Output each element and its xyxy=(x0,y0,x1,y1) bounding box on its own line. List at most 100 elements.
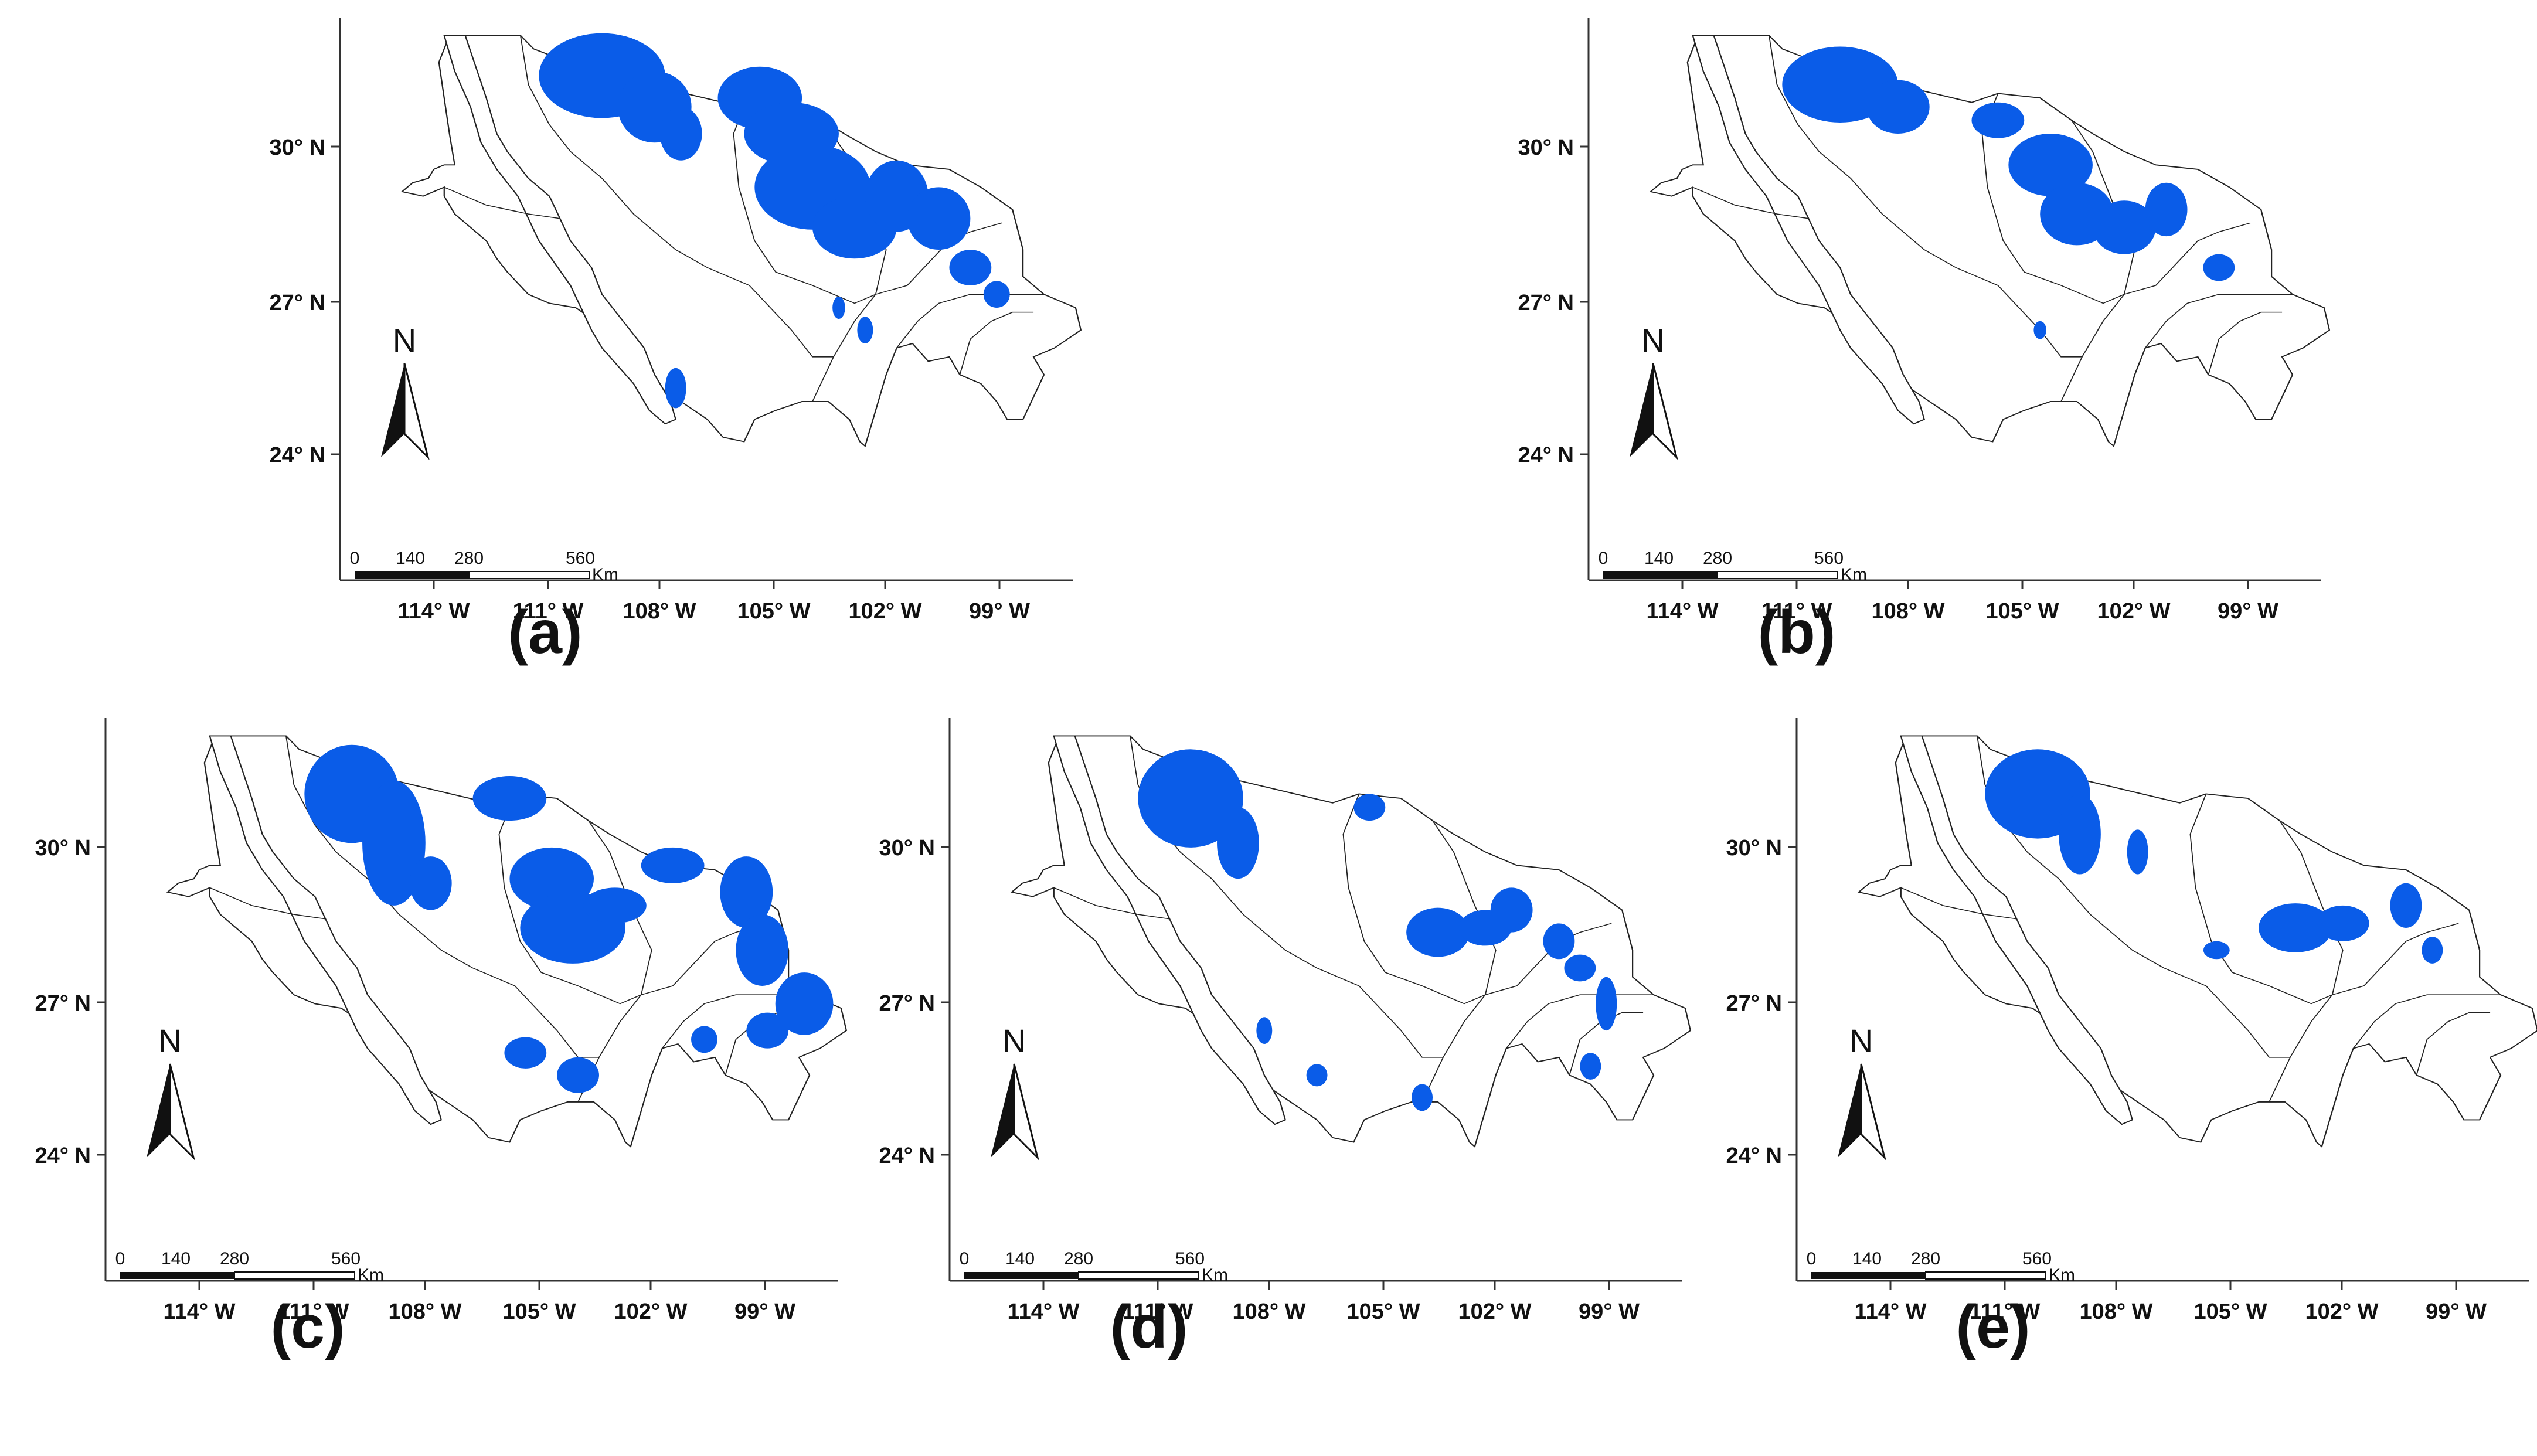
suitable-area xyxy=(2203,254,2235,281)
peninsula-boundary xyxy=(1692,35,1926,425)
internal-boundary xyxy=(1505,994,1654,1049)
internal-boundary xyxy=(498,794,642,1005)
scale-unit: Km xyxy=(358,1266,384,1285)
panel-caption: (c) xyxy=(270,1293,345,1361)
scale-tick-label: 560 xyxy=(2022,1249,2052,1268)
scale-tick-label: 560 xyxy=(1814,549,1844,568)
lon-label: 105° W xyxy=(2193,1299,2267,1324)
scale-unit: Km xyxy=(592,565,618,584)
suitable-area xyxy=(775,972,834,1035)
internal-boundary xyxy=(1769,35,2041,331)
suitable-area xyxy=(1596,977,1617,1031)
lon-label: 111° W xyxy=(278,1299,349,1324)
suitable-area xyxy=(1412,1084,1433,1111)
scale-tick-label: 280 xyxy=(1703,549,1732,568)
suitable-area xyxy=(1580,1053,1601,1080)
suitable-area xyxy=(2145,182,2188,237)
suitable-area xyxy=(1353,794,1386,821)
suitable-area xyxy=(1406,907,1470,957)
suitable-area xyxy=(362,780,426,906)
lat-label: 24° N xyxy=(1518,443,1574,468)
internal-boundary xyxy=(2124,222,2251,295)
scale-tick-label: 560 xyxy=(566,549,595,568)
axes: 30° N 27° N 24° N 114° W 111° W 108° W 105° W 1… xyxy=(1518,18,2321,624)
lon-label: 99° W xyxy=(969,599,1030,624)
lat-label: 27° N xyxy=(35,991,91,1016)
internal-boundary xyxy=(959,311,1034,375)
lon-label: 108° W xyxy=(1871,599,1944,624)
lon-label: 102° W xyxy=(2305,1299,2378,1324)
suitable-area xyxy=(504,1037,547,1069)
suitable-area xyxy=(472,776,547,821)
lat-label: 30° N xyxy=(270,135,325,160)
lon-label: 114° W xyxy=(1008,1299,1080,1324)
state-boundary xyxy=(1649,35,2331,447)
panel-caption: (b) xyxy=(1757,598,1836,666)
lat-label: 30° N xyxy=(35,836,91,860)
suitable-area xyxy=(409,856,452,910)
north-arrow-icon: N xyxy=(991,1022,1039,1161)
internal-boundary xyxy=(520,35,792,331)
north-arrow-icon: N xyxy=(381,322,430,460)
suitable-area xyxy=(1564,954,1596,982)
scale-unit: Km xyxy=(1841,565,1867,584)
lon-label: 99° W xyxy=(2426,1299,2487,1324)
scale-tick-label: 560 xyxy=(1175,1249,1205,1268)
suitable-area xyxy=(2127,829,2148,875)
peninsula-boundary xyxy=(209,735,443,1125)
internal-boundary xyxy=(2269,994,2333,1103)
suitable-area xyxy=(949,250,992,285)
lat-label: 24° N xyxy=(35,1144,91,1168)
north-label: N xyxy=(158,1022,182,1059)
lon-label: 108° W xyxy=(623,599,696,624)
scale-tick-label: 0 xyxy=(115,1249,125,1268)
lat-label: 24° N xyxy=(270,443,325,468)
lon-label: 102° W xyxy=(2097,599,2170,624)
internal-boundary xyxy=(1432,820,1497,995)
internal-boundary xyxy=(1400,1030,1443,1058)
north-label: N xyxy=(1849,1022,1873,1059)
panel-caption: (a) xyxy=(508,598,583,666)
map-panel: 30° N 27° N 24° N 114° W 111° W 108° W 105° W 1… xyxy=(270,18,1082,624)
suitable-area xyxy=(2422,937,2443,964)
north-label: N xyxy=(393,322,416,359)
scale-tick-label: 140 xyxy=(396,549,425,568)
scale-tick-label: 140 xyxy=(1644,549,1674,568)
lon-label: 105° W xyxy=(502,1299,576,1324)
suitable-area xyxy=(746,1012,789,1049)
panel-caption: (d) xyxy=(1110,1293,1188,1361)
internal-boundary xyxy=(2144,294,2293,349)
lat-label: 24° N xyxy=(1726,1144,1782,1168)
suitable-area xyxy=(583,887,647,924)
lat-label: 27° N xyxy=(1518,291,1574,315)
suitable-area xyxy=(665,368,686,409)
lon-label: 108° W xyxy=(1232,1299,1305,1324)
internal-boundary xyxy=(2039,329,2082,358)
internal-boundary xyxy=(733,93,876,304)
scale-tick-label: 560 xyxy=(331,1249,361,1268)
lon-label: 114° W xyxy=(1647,599,1719,624)
scale-tick-label: 280 xyxy=(220,1249,249,1268)
internal-boundary xyxy=(2332,923,2459,995)
internal-boundary xyxy=(1900,887,2017,920)
internal-boundary xyxy=(2279,820,2344,995)
scale-tick-label: 280 xyxy=(1064,1249,1093,1268)
suitable-area xyxy=(2390,883,2422,928)
suitable-area xyxy=(2203,941,2230,960)
north-arrow-icon: N xyxy=(147,1022,195,1161)
map-panel: 30° N 27° N 24° N 114° W 111° W 108° W 105° W 1… xyxy=(35,718,848,1324)
suitable-area xyxy=(857,317,873,343)
scale-unit: Km xyxy=(1202,1266,1228,1285)
lon-label: 105° W xyxy=(1346,1299,1420,1324)
lat-label: 30° N xyxy=(1726,836,1782,860)
map-panel: 30° N 27° N 24° N 114° W 111° W 108° W 105° W 1… xyxy=(1726,718,2537,1324)
suitable-area xyxy=(1138,749,1243,848)
suitable-area xyxy=(557,1057,599,1093)
suitable-area xyxy=(720,856,773,928)
lon-label: 114° W xyxy=(164,1299,236,1324)
suitable-area xyxy=(832,296,845,319)
internal-boundary xyxy=(209,887,326,920)
lon-label: 99° W xyxy=(2218,599,2278,624)
